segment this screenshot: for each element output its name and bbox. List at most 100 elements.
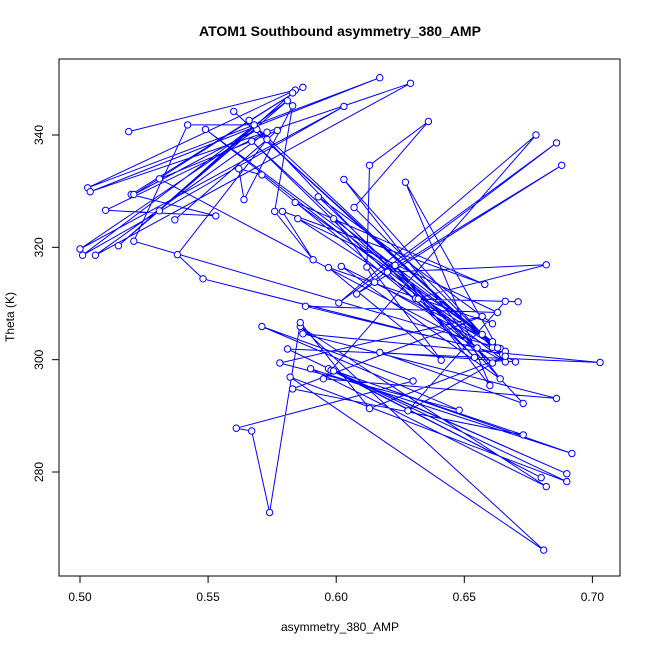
data-point: [114, 242, 123, 250]
data-point: [258, 322, 266, 331]
data-point: [478, 312, 486, 321]
data-point: [488, 320, 497, 328]
data-point: [406, 79, 415, 88]
chart-title: ATOM1 Southbound asymmetry_380_AMP: [199, 23, 481, 39]
y-tick-label: 300: [32, 349, 46, 369]
data-point: [383, 268, 392, 276]
data-point: [329, 367, 338, 375]
data-point: [324, 263, 333, 272]
data-point: [173, 250, 182, 259]
data-point: [519, 399, 527, 408]
data-layer: [76, 74, 604, 554]
data-point: [232, 424, 241, 432]
data-point: [171, 216, 179, 224]
data-point: [299, 330, 307, 338]
data-point: [376, 348, 384, 357]
data-point: [365, 404, 374, 413]
data-point: [455, 406, 463, 414]
data-point: [101, 206, 110, 215]
data-point: [370, 278, 379, 286]
data-point: [278, 207, 287, 216]
data-point: [363, 263, 371, 271]
data-point: [245, 116, 253, 125]
y-tick-label: 320: [32, 237, 46, 257]
y-axis-label: Theta (K): [3, 292, 17, 342]
data-point: [263, 128, 271, 136]
data-point: [478, 330, 486, 339]
data-point: [314, 193, 322, 201]
x-tick-label: 0.60: [325, 590, 349, 604]
data-point: [240, 195, 248, 204]
data-point: [340, 102, 348, 111]
data-point: [542, 482, 550, 491]
data-point: [532, 131, 540, 139]
data-point: [199, 275, 207, 283]
data-point: [250, 121, 258, 129]
data-point: [301, 302, 310, 310]
data-point: [258, 171, 266, 179]
data-point: [183, 121, 192, 129]
data-point: [283, 345, 292, 353]
data-point: [248, 427, 256, 435]
data-point: [319, 375, 328, 383]
data-point: [296, 318, 304, 327]
data-point: [130, 237, 138, 245]
x-axis: 0.50 0.55 0.60 0.65 0.70: [68, 575, 605, 604]
data-point: [306, 365, 315, 373]
data-point: [596, 358, 604, 367]
data-point: [558, 161, 566, 170]
data-point: [291, 198, 299, 207]
x-tick-label: 0.55: [196, 590, 220, 604]
data-point: [201, 125, 210, 134]
data-point: [519, 431, 527, 439]
data-point: [401, 178, 410, 186]
data-point: [248, 137, 256, 145]
data-point: [125, 127, 133, 136]
data-point: [309, 256, 317, 264]
data-point: [155, 207, 164, 215]
data-point: [414, 295, 422, 303]
data-point: [276, 359, 284, 367]
data-point: [501, 297, 509, 305]
y-tick-label: 280: [32, 462, 46, 482]
data-point: [552, 394, 561, 403]
data-point: [212, 212, 220, 220]
y-axis: 280 300 320 340: [32, 125, 60, 482]
data-point: [488, 338, 497, 346]
data-point: [437, 356, 445, 364]
x-axis-label: asymmetry_380_AMP: [281, 620, 399, 634]
data-point: [486, 381, 494, 390]
data-point: [155, 175, 164, 183]
data-point: [493, 344, 502, 352]
data-point: [473, 344, 481, 352]
data-point: [235, 165, 243, 173]
data-point: [86, 188, 94, 196]
data-point: [540, 546, 548, 554]
data-point: [78, 251, 87, 259]
data-point: [263, 135, 271, 144]
data-point: [283, 97, 292, 105]
data-point: [481, 280, 489, 289]
data-point: [288, 385, 297, 393]
data-point: [409, 377, 417, 385]
data-point: [552, 139, 561, 147]
data-point: [563, 477, 571, 486]
data-point: [353, 290, 361, 298]
data-point: [391, 261, 399, 269]
data-point: [404, 407, 412, 415]
data-point: [288, 102, 297, 110]
data-point: [76, 245, 84, 253]
data-point: [376, 74, 384, 82]
data-point: [424, 117, 433, 126]
data-point: [337, 262, 345, 271]
data-point: [271, 207, 279, 216]
data-point: [273, 126, 281, 135]
data-point: [230, 107, 238, 116]
x-tick-label: 0.70: [581, 590, 605, 604]
x-tick-label: 0.50: [68, 590, 92, 604]
data-point: [130, 190, 138, 199]
data-point: [350, 203, 358, 212]
data-point: [568, 449, 576, 458]
data-point: [294, 215, 302, 223]
